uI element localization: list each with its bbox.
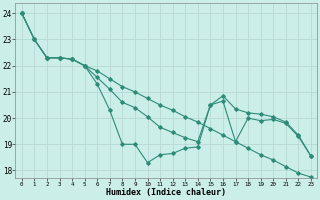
X-axis label: Humidex (Indice chaleur): Humidex (Indice chaleur)	[106, 188, 226, 197]
